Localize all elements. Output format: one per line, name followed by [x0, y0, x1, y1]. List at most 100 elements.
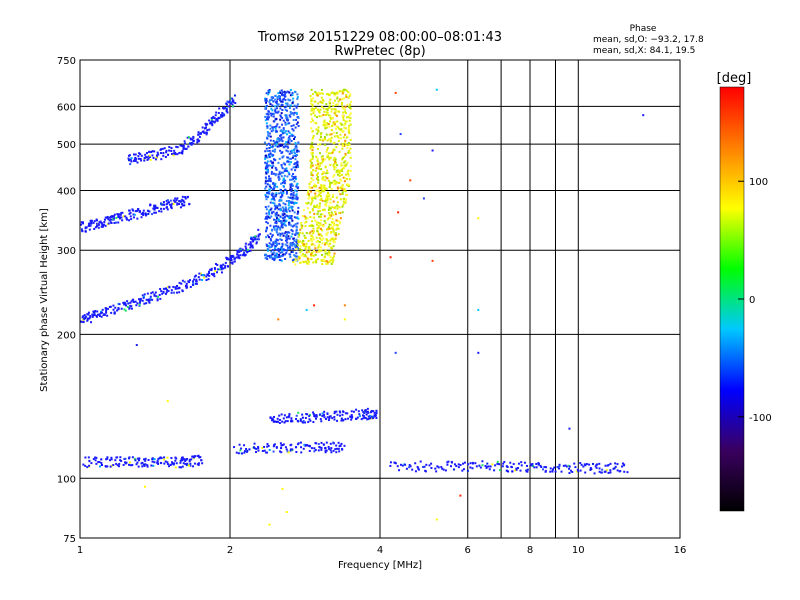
- data-point: [343, 155, 346, 158]
- data-point: [295, 105, 298, 108]
- data-point: [128, 461, 131, 464]
- data-point: [264, 187, 267, 190]
- data-point: [430, 466, 433, 469]
- data-point: [520, 464, 523, 467]
- data-point: [176, 146, 179, 149]
- data-point: [97, 313, 100, 316]
- data-point: [311, 138, 314, 141]
- data-point: [334, 232, 337, 235]
- data-point: [281, 217, 284, 220]
- data-point: [274, 221, 277, 224]
- data-point: [288, 217, 291, 220]
- data-point: [304, 416, 307, 419]
- data-point: [248, 448, 251, 451]
- data-point: [210, 117, 213, 120]
- data-point: [317, 165, 320, 168]
- data-point: [553, 466, 556, 469]
- data-point: [339, 211, 342, 214]
- data-point: [222, 106, 225, 109]
- data-point: [118, 303, 121, 306]
- data-point: [314, 247, 317, 250]
- data-point: [179, 459, 182, 462]
- data-point: [124, 462, 127, 465]
- data-point: [265, 92, 268, 95]
- data-point: [274, 254, 277, 257]
- data-point: [286, 116, 289, 119]
- data-point: [266, 191, 269, 194]
- data-point: [198, 272, 201, 275]
- data-point: [86, 313, 89, 316]
- data-point: [343, 126, 346, 129]
- x-tick-label: 4: [377, 545, 383, 556]
- data-point: [321, 173, 324, 176]
- data-point: [284, 169, 287, 172]
- data-point: [270, 211, 273, 214]
- data-point: [306, 262, 309, 265]
- data-point: [155, 154, 158, 157]
- data-point: [362, 417, 365, 420]
- data-point: [81, 221, 84, 224]
- data-point: [295, 150, 298, 153]
- data-point: [332, 237, 335, 240]
- data-point: [275, 222, 278, 225]
- data-point: [321, 156, 324, 159]
- data-point: [319, 222, 322, 225]
- data-point: [290, 235, 293, 238]
- data-point: [324, 158, 327, 161]
- data-point: [311, 186, 314, 189]
- data-point: [265, 144, 268, 147]
- data-point: [318, 445, 321, 448]
- data-point: [318, 243, 321, 246]
- data-point: [236, 249, 239, 252]
- data-point: [598, 462, 601, 465]
- data-point: [327, 179, 330, 182]
- data-point: [280, 259, 283, 262]
- data-point: [265, 216, 268, 219]
- data-point: [285, 236, 288, 239]
- data-point: [525, 464, 528, 467]
- data-point: [295, 202, 298, 205]
- data-point: [338, 127, 341, 130]
- data-point: [268, 242, 271, 245]
- data-point: [526, 468, 529, 471]
- data-point: [316, 159, 319, 162]
- data-point: [231, 105, 234, 108]
- data-point: [344, 412, 347, 415]
- data-point: [336, 187, 339, 190]
- data-point: [318, 115, 321, 118]
- data-point: [180, 144, 183, 147]
- data-point: [197, 276, 200, 279]
- data-point: [182, 145, 185, 148]
- data-point: [466, 469, 469, 472]
- data-point: [347, 183, 350, 186]
- data-point: [349, 117, 352, 120]
- data-point: [224, 106, 227, 109]
- data-point: [299, 418, 302, 421]
- data-point: [341, 167, 344, 170]
- data-point: [181, 202, 184, 205]
- data-point: [326, 123, 329, 126]
- data-point: [301, 214, 304, 217]
- data-point: [129, 163, 132, 166]
- data-point: [324, 114, 327, 117]
- data-point: [270, 186, 273, 189]
- data-point: [309, 164, 312, 167]
- data-point: [270, 145, 273, 148]
- data-point: [270, 256, 273, 259]
- data-point: [315, 236, 318, 239]
- data-point: [176, 202, 179, 205]
- data-point: [267, 153, 270, 156]
- data-point: [437, 466, 440, 469]
- data-point: [102, 313, 105, 316]
- data-point: [272, 252, 275, 255]
- data-point: [330, 262, 333, 265]
- data-point: [332, 259, 335, 262]
- data-point: [323, 126, 326, 129]
- data-point: [122, 301, 125, 304]
- data-point: [112, 215, 115, 218]
- data-point: [319, 136, 322, 139]
- data-point: [315, 240, 318, 243]
- data-point: [288, 157, 291, 160]
- data-point: [167, 153, 170, 156]
- data-point: [264, 193, 267, 196]
